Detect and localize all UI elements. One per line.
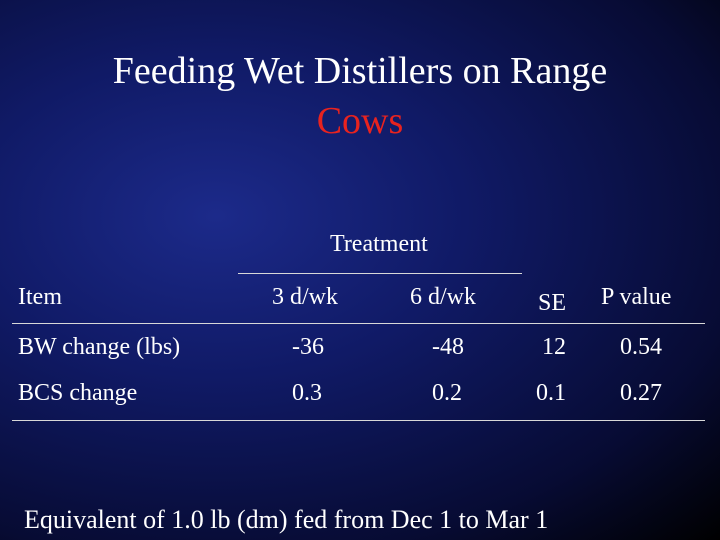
- header-p-value: P value: [601, 284, 672, 310]
- row-se-value: 0.1: [536, 380, 566, 406]
- header-item: Item: [18, 284, 62, 310]
- treatment-underline: [238, 273, 522, 274]
- row-6dwk-value: 0.2: [432, 380, 462, 406]
- treatment-group-header: Treatment: [330, 231, 428, 257]
- slide-title: Feeding Wet Distillers on Range: [112, 50, 608, 92]
- bottom-rule: [12, 420, 705, 421]
- header-6dwk: 6 d/wk: [410, 284, 476, 310]
- row-se-value: 12: [542, 334, 566, 360]
- row-3dwk-value: -36: [292, 334, 324, 360]
- row-3dwk-value: 0.3: [292, 380, 322, 406]
- footnote: Equivalent of 1.0 lb (dm) fed from Dec 1…: [24, 505, 549, 534]
- row-6dwk-value: -48: [432, 334, 464, 360]
- row-item: BCS change: [18, 380, 138, 406]
- header-3dwk: 3 d/wk: [272, 284, 338, 310]
- slide-title-accent: Cows: [316, 100, 404, 142]
- row-p-value: 0.27: [620, 380, 662, 406]
- row-p-value: 0.54: [620, 334, 662, 360]
- row-item: BW change (lbs): [18, 334, 181, 360]
- header-rule: [12, 323, 705, 324]
- header-se: SE: [538, 290, 567, 316]
